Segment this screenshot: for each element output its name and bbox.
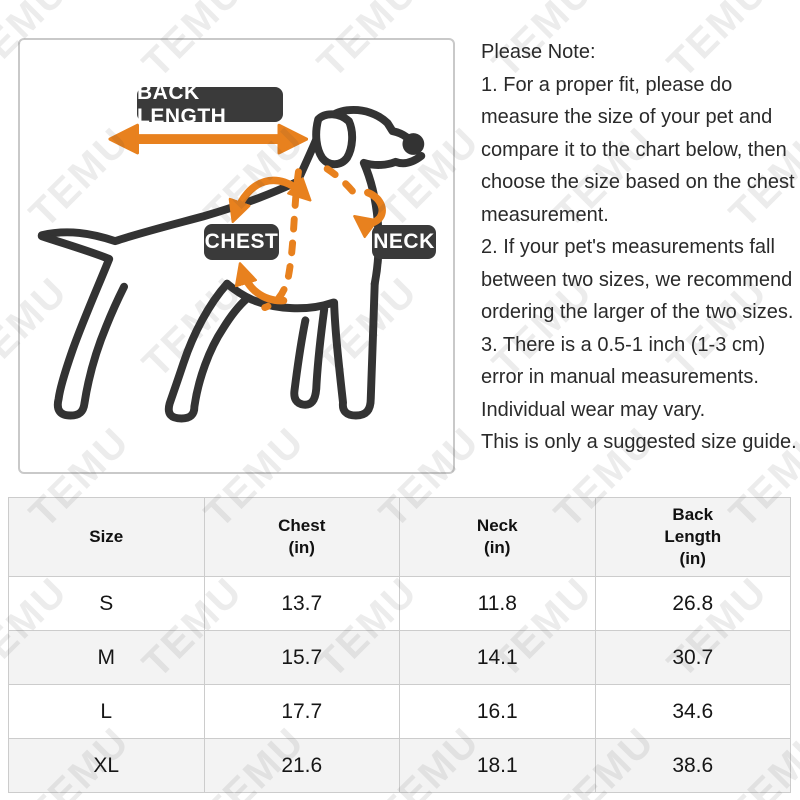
note-line: compare it to the chart below, then [481, 138, 787, 161]
note-line: measurement. [481, 203, 609, 226]
table-row-m: M 15.7 14.1 30.7 [8, 630, 791, 685]
value-cell: 38.6 [594, 738, 791, 793]
size-chart-header: Size Chest (in) Neck (in) Back Length (i… [8, 497, 791, 577]
note-line: 1. For a proper fit, please do [481, 73, 733, 96]
note-line: ordering the larger of the two sizes. [481, 301, 794, 323]
size-cell: M [8, 630, 205, 685]
value-cell: 15.7 [203, 630, 400, 685]
dog-ear [312, 110, 357, 169]
table-row-s: S 13.7 11.8 26.8 [8, 576, 791, 631]
note-line: choose the size based on the chest [481, 171, 795, 193]
chest-bottom-arrow [234, 262, 288, 305]
header-row: Size Chest (in) Neck (in) Back Length (i… [8, 497, 791, 577]
value-cell: 11.8 [399, 576, 596, 631]
col-header-size: Size [8, 497, 205, 577]
value-cell: 30.7 [594, 630, 791, 685]
note-line: Individual wear may vary. [481, 398, 706, 421]
dog-line-art [37, 106, 426, 423]
value-cell: 17.7 [203, 684, 400, 739]
size-cell: XL [8, 738, 205, 793]
note-line: measure the size of your pet and [481, 106, 773, 128]
dog-nose [402, 133, 425, 155]
dog-body-outline [37, 106, 426, 423]
value-cell: 18.1 [399, 738, 596, 793]
value-cell: 21.6 [203, 738, 400, 793]
col-header-neck: Neck (in) [399, 497, 596, 577]
size-chart-body: S 13.7 11.8 26.8 M 15.7 14.1 30.7 L 17.7… [8, 576, 791, 793]
note-line: error in manual measurements. [481, 366, 759, 388]
size-chart-table: Size Chest (in) Neck (in) Back Length (i… [8, 497, 791, 793]
neck-label: NECK [372, 225, 436, 259]
back-length-label: BACK LENGTH [137, 81, 283, 128]
chest-top-arrow [228, 176, 312, 224]
value-cell: 16.1 [399, 684, 596, 739]
value-cell: 34.6 [594, 684, 791, 739]
note-line: 3. There is a 0.5-1 inch (1-3 cm) [481, 333, 766, 356]
note-line: 2. If your pet's measurements fall [481, 236, 775, 258]
note-line: This is only a suggested size guide. [481, 431, 797, 453]
col-header-chest: Chest (in) [203, 497, 400, 577]
note-line: between two sizes, we recommend [481, 268, 793, 291]
table-row-xl: XL 21.6 18.1 38.6 [8, 738, 791, 793]
neck-girth-dashed-line [323, 165, 363, 203]
neck-arrow [353, 188, 386, 239]
value-cell: 14.1 [399, 630, 596, 685]
note-title: Please Note: [481, 41, 596, 63]
col-header-back-length: Back Length (in) [594, 497, 791, 577]
note-text: Please Note: 1. For a proper fit, please… [481, 36, 799, 459]
dog-measurement-diagram: BACK LENGTH CHEST NECK [18, 38, 455, 474]
measurement-arrows [108, 123, 386, 311]
chest-label: CHEST [204, 224, 279, 260]
table-row-l: L 17.7 16.1 34.6 [8, 684, 791, 739]
size-cell: S [8, 576, 205, 631]
size-cell: L [8, 684, 205, 739]
value-cell: 13.7 [203, 576, 400, 631]
value-cell: 26.8 [594, 576, 791, 631]
